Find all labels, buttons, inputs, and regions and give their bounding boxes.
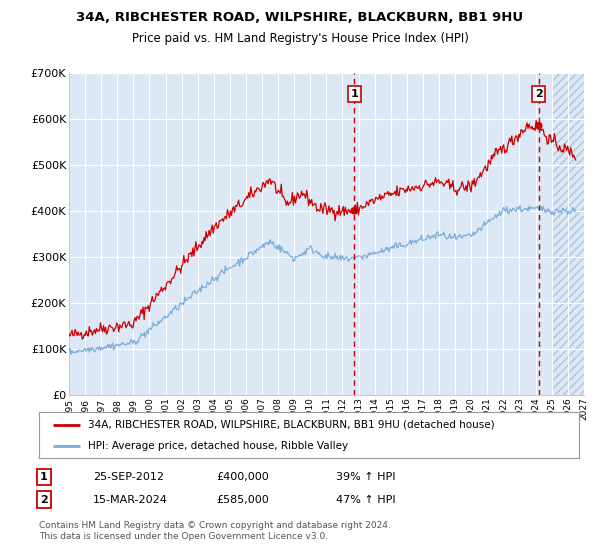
Text: HPI: Average price, detached house, Ribble Valley: HPI: Average price, detached house, Ribb… [88,441,348,451]
Text: 39% ↑ HPI: 39% ↑ HPI [336,472,395,482]
Bar [354,73,551,395]
Text: £400,000: £400,000 [216,472,269,482]
Text: 2: 2 [535,88,542,99]
Text: 2: 2 [40,494,47,505]
Text: 1: 1 [350,88,358,99]
Text: 1: 1 [40,472,47,482]
Text: 25-SEP-2012: 25-SEP-2012 [93,472,164,482]
Text: Price paid vs. HM Land Registry's House Price Index (HPI): Price paid vs. HM Land Registry's House … [131,32,469,45]
Point [534,121,544,130]
Text: 34A, RIBCHESTER ROAD, WILPSHIRE, BLACKBURN, BB1 9HU: 34A, RIBCHESTER ROAD, WILPSHIRE, BLACKBU… [76,11,524,24]
Text: £585,000: £585,000 [216,494,269,505]
Text: 34A, RIBCHESTER ROAD, WILPSHIRE, BLACKBURN, BB1 9HU (detached house): 34A, RIBCHESTER ROAD, WILPSHIRE, BLACKBU… [88,419,494,430]
Text: Contains HM Land Registry data © Crown copyright and database right 2024.
This d: Contains HM Land Registry data © Crown c… [39,521,391,540]
Bar [551,73,584,395]
Text: 15-MAR-2024: 15-MAR-2024 [93,494,168,505]
Point [349,206,359,215]
Text: 47% ↑ HPI: 47% ↑ HPI [336,494,395,505]
